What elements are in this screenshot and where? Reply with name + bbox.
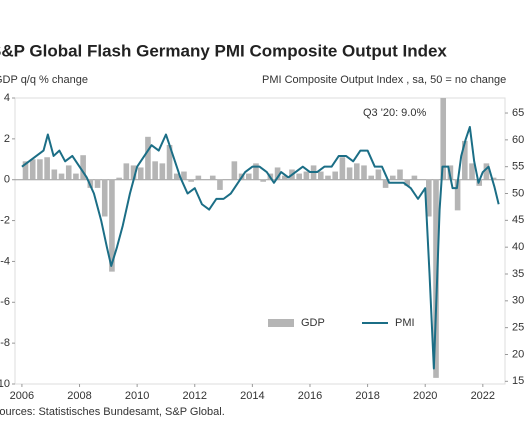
gdp-bar xyxy=(152,161,158,180)
y2-tick-label: 55 xyxy=(512,161,524,173)
legend-label: PMI xyxy=(395,317,415,329)
gdp-bar xyxy=(51,169,58,180)
x-tick-label: 2014 xyxy=(240,390,264,402)
gdp-bar xyxy=(260,179,266,182)
y2-tick-label: 35 xyxy=(512,268,524,280)
gdp-bar xyxy=(454,179,461,211)
y-axis-label: GDP q/q % change xyxy=(0,74,88,86)
gdp-bar xyxy=(411,175,418,180)
gdp-bar xyxy=(440,98,447,180)
gdp-bar xyxy=(217,179,223,190)
gdp-bar xyxy=(109,179,115,272)
gdp-bar xyxy=(65,165,72,180)
gdp-bar xyxy=(130,165,137,180)
y-tick-label: -10 xyxy=(0,378,10,390)
gdp-bar xyxy=(80,155,86,180)
gdp-bar xyxy=(353,163,360,180)
plot-frame xyxy=(14,97,506,385)
y2-tick-label: 25 xyxy=(512,322,524,334)
gdp-bar xyxy=(181,171,187,180)
gdp-bar xyxy=(375,169,382,180)
gdp-bar xyxy=(145,136,151,180)
gdp-bar xyxy=(368,175,374,180)
gdp-bar xyxy=(281,175,288,180)
x-tick-label: 2010 xyxy=(125,390,149,402)
gdp-bar xyxy=(462,140,468,180)
gdp-bar xyxy=(29,159,36,180)
legend-label: GDP xyxy=(301,317,325,329)
y2-tick-label: 20 xyxy=(512,348,524,360)
gdp-bar xyxy=(22,161,29,180)
y2-axis-label: PMI Composite Output Index , sa, 50 = no… xyxy=(262,74,506,86)
source: Sources: Statistisches Bundesamt, S&P Gl… xyxy=(0,406,225,418)
gdp-bar xyxy=(209,175,216,180)
y-tick-label: 0 xyxy=(4,174,10,186)
gdp-bar xyxy=(166,144,173,180)
chart-title: S&P Global Flash Germany PMI Composite O… xyxy=(0,41,447,60)
gdp-bar xyxy=(325,175,331,180)
gdp-bar xyxy=(137,167,144,180)
gdp-bar xyxy=(426,179,432,217)
y-tick-label: 4 xyxy=(4,92,10,104)
gdp-bar xyxy=(123,163,130,180)
x-tick-label: 2006 xyxy=(10,390,34,402)
gdp-bar xyxy=(231,161,238,180)
y2-tick-label: 40 xyxy=(512,241,524,253)
gdp-bar xyxy=(397,169,403,180)
y-tick-label: -2 xyxy=(0,214,10,226)
x-tick-label: 2012 xyxy=(183,390,207,402)
gdp-bar xyxy=(339,157,346,180)
y2-tick-label: 15 xyxy=(512,375,524,387)
gdp-bar xyxy=(317,171,324,180)
x-tick-label: 2018 xyxy=(355,390,379,402)
gdp-bar xyxy=(469,163,475,180)
gdp-bar xyxy=(332,171,338,180)
y-tick-label: -4 xyxy=(0,255,10,267)
gdp-bar xyxy=(483,163,490,180)
pmi-line xyxy=(21,125,500,370)
y2-tick-label: 65 xyxy=(512,107,524,119)
gdp-bar xyxy=(296,173,302,180)
gdp-bar xyxy=(346,167,353,180)
y2-tick-label: 60 xyxy=(512,134,524,146)
gdp-bar xyxy=(274,167,281,180)
gdp-bar xyxy=(159,163,166,180)
gdp-bar xyxy=(490,177,497,180)
y-tick-label: -8 xyxy=(0,337,10,349)
y2-tick-label: 45 xyxy=(512,214,524,226)
gdp-bar xyxy=(116,177,122,180)
y2-tick-label: 50 xyxy=(512,187,524,199)
x-tick-label: 2020 xyxy=(413,390,437,402)
annotation: Q3 '20: 9.0% xyxy=(363,107,426,119)
gdp-bar xyxy=(101,179,108,217)
gdp-bar xyxy=(245,173,252,180)
gdp-bar xyxy=(389,175,396,180)
gdp-bar xyxy=(44,157,50,180)
gdp-bar xyxy=(37,159,43,180)
gdp-bar xyxy=(361,165,367,180)
gdp-bar xyxy=(404,179,411,186)
x-tick-label: 2008 xyxy=(67,390,91,402)
y-tick-label: 2 xyxy=(4,133,10,145)
gdp-bar xyxy=(433,179,439,378)
gdp-bar xyxy=(253,163,259,180)
gdp-bar xyxy=(303,171,310,180)
x-tick-label: 2016 xyxy=(298,390,322,402)
gdp-bar xyxy=(195,175,202,180)
gdp-bar xyxy=(94,179,101,188)
plot-area xyxy=(21,98,500,378)
y-tick-label: -6 xyxy=(0,296,10,308)
gdp-bar xyxy=(188,179,194,182)
gdp-bar xyxy=(73,173,79,180)
gdp-bar xyxy=(382,179,389,188)
x-tick-label: 2022 xyxy=(471,390,495,402)
legend-swatch xyxy=(268,319,294,327)
gdp-bar xyxy=(58,173,65,180)
y2-tick-label: 30 xyxy=(512,295,524,307)
gdp-bar xyxy=(173,173,180,180)
